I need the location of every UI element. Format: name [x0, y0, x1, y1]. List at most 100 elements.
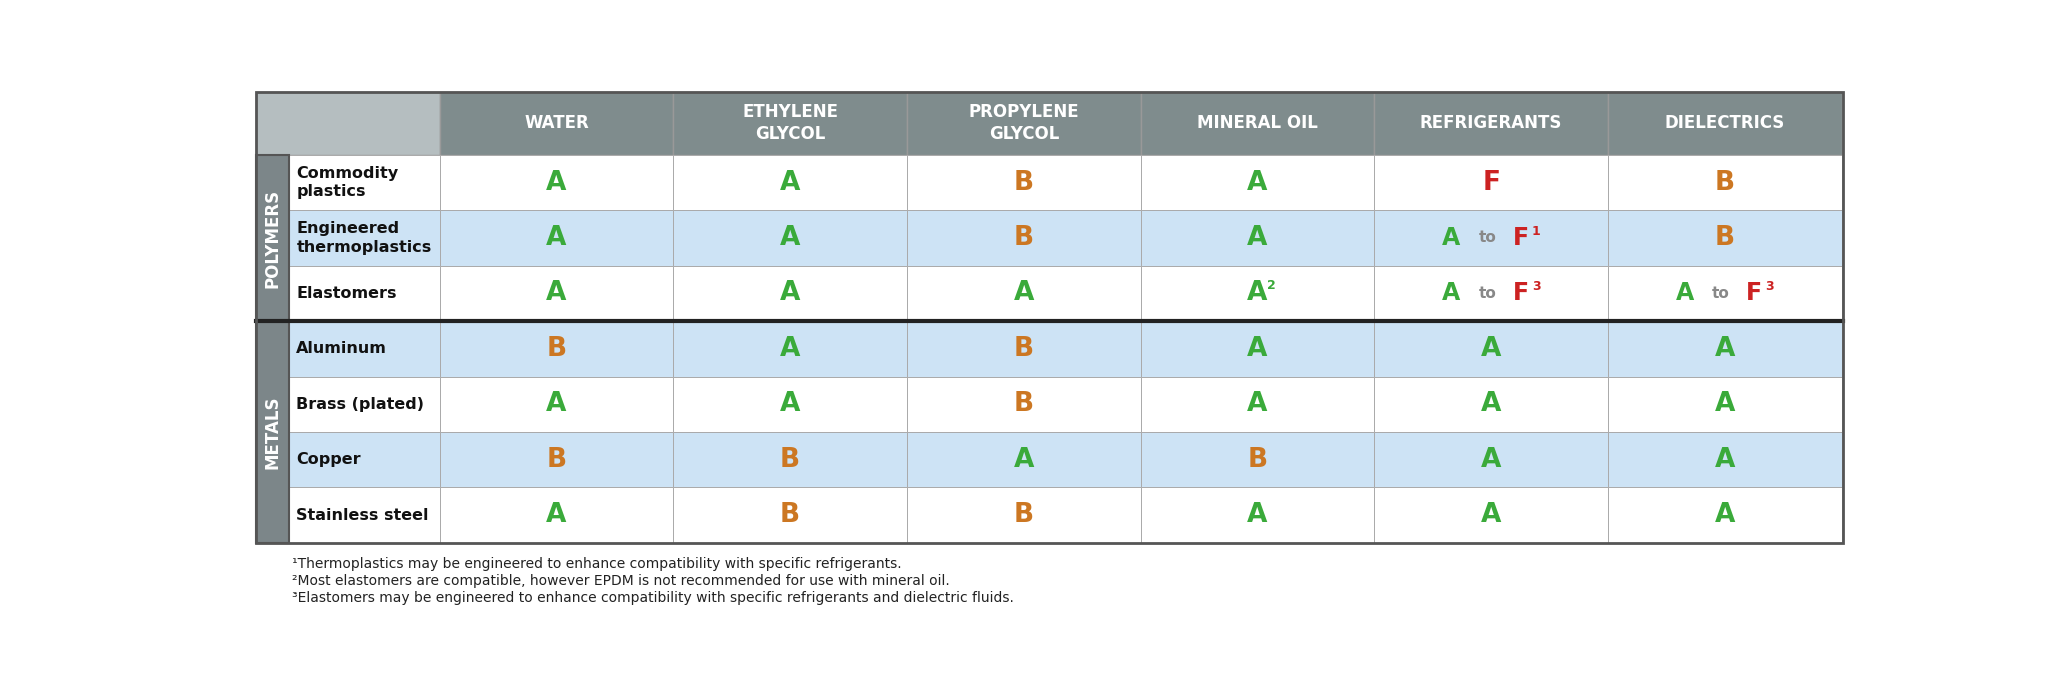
Text: ¹Thermoplastics may be engineered to enhance compatibility with specific refrige: ¹Thermoplastics may be engineered to enh… [293, 556, 901, 570]
Text: to: to [1479, 230, 1497, 246]
Bar [1374, 266, 1608, 321]
Bar [1608, 487, 1841, 543]
Text: A: A [1247, 336, 1268, 362]
Bar [289, 155, 440, 210]
Bar [1608, 92, 1841, 155]
Text: Engineered
thermoplastics: Engineered thermoplastics [297, 221, 432, 255]
Text: A: A [1675, 281, 1694, 305]
Text: B: B [547, 336, 567, 362]
Bar [440, 487, 674, 543]
Text: B: B [1014, 169, 1034, 195]
Text: F: F [1513, 226, 1528, 250]
Text: METALS: METALS [264, 395, 281, 469]
Text: B: B [1714, 225, 1735, 251]
Text: to: to [1712, 286, 1731, 301]
Text: A: A [780, 281, 801, 307]
Text: POLYMERS: POLYMERS [264, 188, 281, 288]
Bar [674, 266, 907, 321]
Bar [440, 266, 674, 321]
Bar [1141, 266, 1374, 321]
Bar [256, 321, 289, 543]
Bar [1374, 92, 1608, 155]
Bar [1374, 321, 1608, 377]
Bar [674, 487, 907, 543]
Bar [440, 210, 674, 266]
Bar [1374, 487, 1608, 543]
Bar [256, 92, 1843, 543]
Text: B: B [1014, 502, 1034, 528]
Text: A: A [1481, 447, 1501, 473]
Bar [289, 266, 440, 321]
Text: A: A [547, 502, 567, 528]
Text: Stainless steel: Stainless steel [297, 508, 428, 523]
Text: Aluminum: Aluminum [297, 342, 387, 356]
Bar [907, 377, 1141, 432]
Bar [1141, 377, 1374, 432]
Bar [440, 432, 674, 487]
Bar [289, 321, 440, 377]
Text: B: B [1014, 391, 1034, 417]
Text: B: B [1014, 225, 1034, 251]
Text: A: A [1014, 447, 1034, 473]
Text: 2: 2 [1268, 279, 1276, 292]
Text: A: A [1247, 391, 1268, 417]
Text: REFRIGERANTS: REFRIGERANTS [1419, 114, 1563, 132]
Bar [1608, 210, 1841, 266]
Text: A: A [1481, 502, 1501, 528]
Bar [440, 321, 674, 377]
Text: PROPYLENE
GLYCOL: PROPYLENE GLYCOL [969, 103, 1079, 144]
Text: A: A [1247, 281, 1268, 307]
Text: 3: 3 [1765, 280, 1774, 293]
Text: Elastomers: Elastomers [297, 286, 397, 301]
Text: 1: 1 [1532, 225, 1540, 237]
Bar [440, 92, 674, 155]
Bar [1141, 432, 1374, 487]
Bar [674, 210, 907, 266]
Bar [256, 92, 440, 155]
Bar [256, 155, 289, 321]
Bar [1141, 321, 1374, 377]
Text: F: F [1513, 281, 1528, 305]
Bar [440, 377, 674, 432]
Bar [1374, 210, 1608, 266]
Bar [289, 210, 440, 266]
Bar [1141, 92, 1374, 155]
Text: A: A [1714, 336, 1735, 362]
Text: B: B [1247, 447, 1268, 473]
Bar [907, 92, 1141, 155]
Text: A: A [547, 281, 567, 307]
Text: F: F [1747, 281, 1763, 305]
Bar [907, 210, 1141, 266]
Text: A: A [1481, 391, 1501, 417]
Text: B: B [780, 447, 801, 473]
Bar [674, 155, 907, 210]
Text: A: A [780, 391, 801, 417]
Text: B: B [1714, 169, 1735, 195]
Bar [907, 266, 1141, 321]
Bar [289, 487, 440, 543]
Bar [289, 377, 440, 432]
Text: Copper: Copper [297, 452, 360, 468]
Text: A: A [780, 225, 801, 251]
Bar [674, 321, 907, 377]
Text: A: A [547, 225, 567, 251]
Bar [1374, 155, 1608, 210]
Text: A: A [1714, 502, 1735, 528]
Bar [907, 487, 1141, 543]
Text: A: A [547, 169, 567, 195]
Bar [1141, 487, 1374, 543]
Bar [907, 155, 1141, 210]
Text: A: A [1481, 336, 1501, 362]
Text: A: A [1247, 225, 1268, 251]
Text: ²Most elastomers are compatible, however EPDM is not recommended for use with mi: ²Most elastomers are compatible, however… [293, 574, 950, 588]
Text: Commodity
plastics: Commodity plastics [297, 166, 399, 200]
Text: A: A [1714, 447, 1735, 473]
Text: WATER: WATER [524, 114, 590, 132]
Bar [1608, 432, 1841, 487]
Bar [1374, 432, 1608, 487]
Text: A: A [1247, 502, 1268, 528]
Text: B: B [780, 502, 801, 528]
Bar [1141, 210, 1374, 266]
Text: B: B [547, 447, 567, 473]
Bar [674, 377, 907, 432]
